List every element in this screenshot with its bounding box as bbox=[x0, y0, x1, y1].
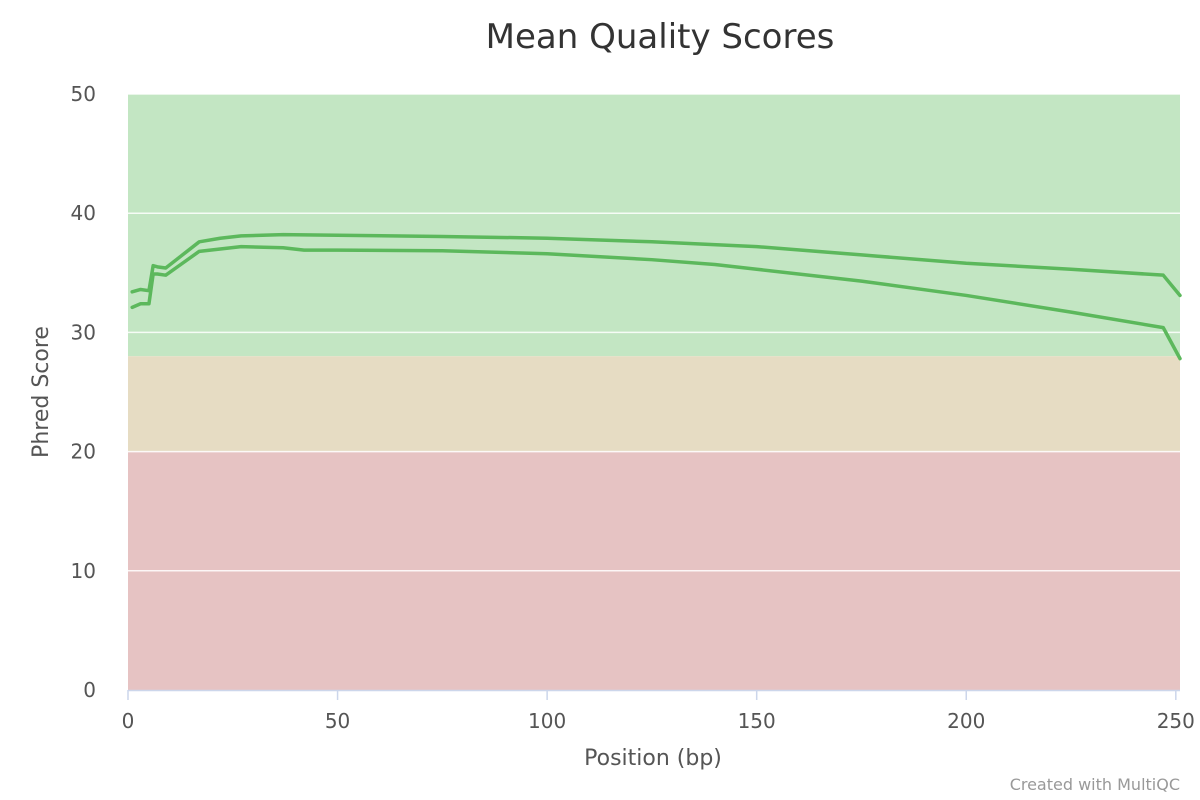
quality-band-1 bbox=[128, 356, 1180, 452]
y-tick-label-10: 10 bbox=[71, 559, 96, 583]
chart-title: Mean Quality Scores bbox=[486, 17, 835, 57]
quality-band-0 bbox=[128, 94, 1180, 357]
x-tick-label-50: 50 bbox=[325, 709, 350, 733]
y-axis-label: Phred Score bbox=[29, 326, 54, 458]
x-tick-label-100: 100 bbox=[528, 709, 566, 733]
quality-bands bbox=[128, 94, 1180, 690]
axes: 0 50 100 150 200 250 0 10 20 30 40 50 bbox=[71, 82, 1195, 733]
y-tick-label-50: 50 bbox=[71, 82, 96, 106]
series-lines bbox=[130, 232, 1182, 361]
x-tick-label-0: 0 bbox=[122, 709, 135, 733]
gridlines bbox=[128, 93, 1180, 572]
x-tick-label-250: 250 bbox=[1157, 709, 1195, 733]
y-tick-label-20: 20 bbox=[71, 440, 96, 464]
x-tick-label-150: 150 bbox=[738, 709, 776, 733]
series-line-1 bbox=[130, 232, 1182, 298]
y-tick-label-40: 40 bbox=[71, 201, 96, 225]
x-axis-label: Position (bp) bbox=[584, 746, 722, 771]
credits-text[interactable]: Created with MultiQC bbox=[1010, 775, 1180, 794]
y-tick-label-0: 0 bbox=[83, 678, 96, 702]
y-tick-label-30: 30 bbox=[71, 320, 96, 344]
series-line-2 bbox=[130, 244, 1182, 361]
x-tick-label-200: 200 bbox=[947, 709, 985, 733]
